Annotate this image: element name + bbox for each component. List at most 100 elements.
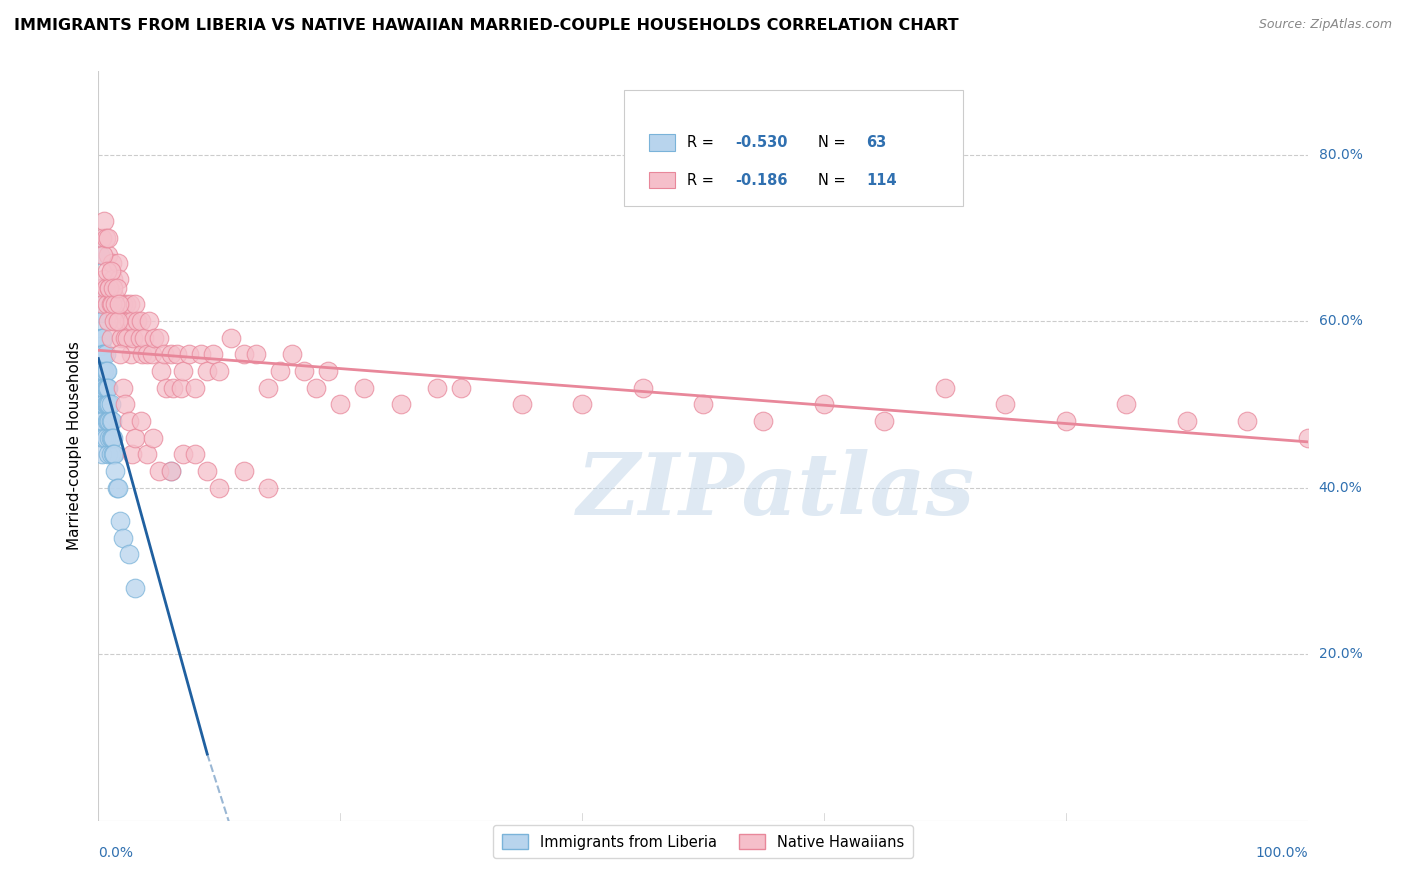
- Text: N =: N =: [818, 135, 851, 150]
- Point: [135, 347, 157, 361]
- Point: [129, 414, 152, 428]
- Point: [93, 397, 115, 411]
- Point: [91, 314, 114, 328]
- Point: [160, 464, 183, 478]
- Point: [93, 364, 115, 378]
- Point: [692, 397, 714, 411]
- Point: [96, 364, 118, 378]
- Point: [96, 264, 118, 278]
- Point: [93, 214, 115, 228]
- Point: [94, 281, 117, 295]
- Point: [97, 397, 120, 411]
- Point: [108, 514, 131, 528]
- Point: [101, 281, 124, 295]
- Point: [121, 447, 143, 461]
- Point: [208, 481, 231, 495]
- Point: [107, 256, 129, 270]
- Point: [143, 331, 166, 345]
- Point: [115, 297, 138, 311]
- Point: [148, 464, 170, 478]
- Point: [120, 347, 142, 361]
- Point: [292, 364, 315, 378]
- Point: [111, 381, 134, 395]
- Point: [103, 314, 125, 328]
- Point: [813, 397, 835, 411]
- Point: [93, 347, 115, 361]
- Point: [89, 331, 111, 345]
- Point: [232, 464, 254, 478]
- Point: [124, 581, 146, 595]
- Point: [100, 431, 122, 445]
- Point: [135, 447, 157, 461]
- Point: [89, 247, 111, 261]
- Point: [160, 464, 183, 478]
- Point: [108, 347, 131, 361]
- Point: [873, 414, 896, 428]
- Point: [89, 297, 111, 311]
- Point: [104, 464, 127, 478]
- Point: [89, 364, 111, 378]
- Point: [97, 447, 120, 461]
- Y-axis label: Married-couple Households: Married-couple Households: [67, 342, 83, 550]
- Text: IMMIGRANTS FROM LIBERIA VS NATIVE HAWAIIAN MARRIED-COUPLE HOUSEHOLDS CORRELATION: IMMIGRANTS FROM LIBERIA VS NATIVE HAWAII…: [14, 18, 959, 33]
- Point: [96, 297, 118, 311]
- Point: [1054, 414, 1077, 428]
- Point: [281, 347, 304, 361]
- Point: [98, 397, 121, 411]
- Point: [269, 364, 291, 378]
- Point: [91, 447, 114, 461]
- Point: [91, 431, 114, 445]
- Point: [103, 447, 125, 461]
- Point: [98, 431, 121, 445]
- Point: [232, 347, 254, 361]
- Point: [90, 281, 112, 295]
- Point: [124, 431, 146, 445]
- Text: 63: 63: [866, 135, 887, 150]
- Point: [108, 314, 131, 328]
- Point: [127, 314, 149, 328]
- Point: [114, 331, 136, 345]
- Text: 40.0%: 40.0%: [1319, 481, 1362, 495]
- Point: [97, 231, 120, 245]
- Point: [389, 397, 412, 411]
- Point: [202, 347, 225, 361]
- Point: [91, 331, 114, 345]
- Point: [118, 297, 141, 311]
- Text: Source: ZipAtlas.com: Source: ZipAtlas.com: [1258, 18, 1392, 31]
- Text: N =: N =: [818, 172, 851, 187]
- Text: 60.0%: 60.0%: [1319, 314, 1362, 328]
- Text: 100.0%: 100.0%: [1256, 846, 1308, 860]
- Point: [118, 414, 141, 428]
- Point: [160, 347, 183, 361]
- Point: [91, 331, 114, 345]
- Text: -0.186: -0.186: [735, 172, 789, 187]
- Point: [172, 447, 194, 461]
- Point: [94, 231, 117, 245]
- Point: [114, 397, 136, 411]
- Point: [112, 314, 135, 328]
- Point: [1115, 397, 1137, 411]
- Point: [108, 297, 131, 311]
- Point: [93, 272, 115, 286]
- Point: [118, 314, 141, 328]
- Point: [195, 464, 218, 478]
- Point: [104, 306, 127, 320]
- Point: [245, 347, 267, 361]
- Point: [110, 331, 132, 345]
- Point: [90, 422, 112, 436]
- Text: 20.0%: 20.0%: [1319, 647, 1362, 661]
- Point: [107, 314, 129, 328]
- Point: [100, 256, 122, 270]
- Point: [90, 364, 112, 378]
- Point: [108, 272, 131, 286]
- Point: [510, 397, 533, 411]
- Point: [131, 347, 153, 361]
- Point: [329, 397, 352, 411]
- Point: [184, 447, 207, 461]
- Point: [93, 431, 115, 445]
- Text: ZIPatlas: ZIPatlas: [576, 450, 974, 533]
- Point: [105, 481, 128, 495]
- Point: [141, 347, 163, 361]
- Point: [138, 314, 160, 328]
- Legend: Immigrants from Liberia, Native Hawaiians: Immigrants from Liberia, Native Hawaiian…: [494, 825, 912, 858]
